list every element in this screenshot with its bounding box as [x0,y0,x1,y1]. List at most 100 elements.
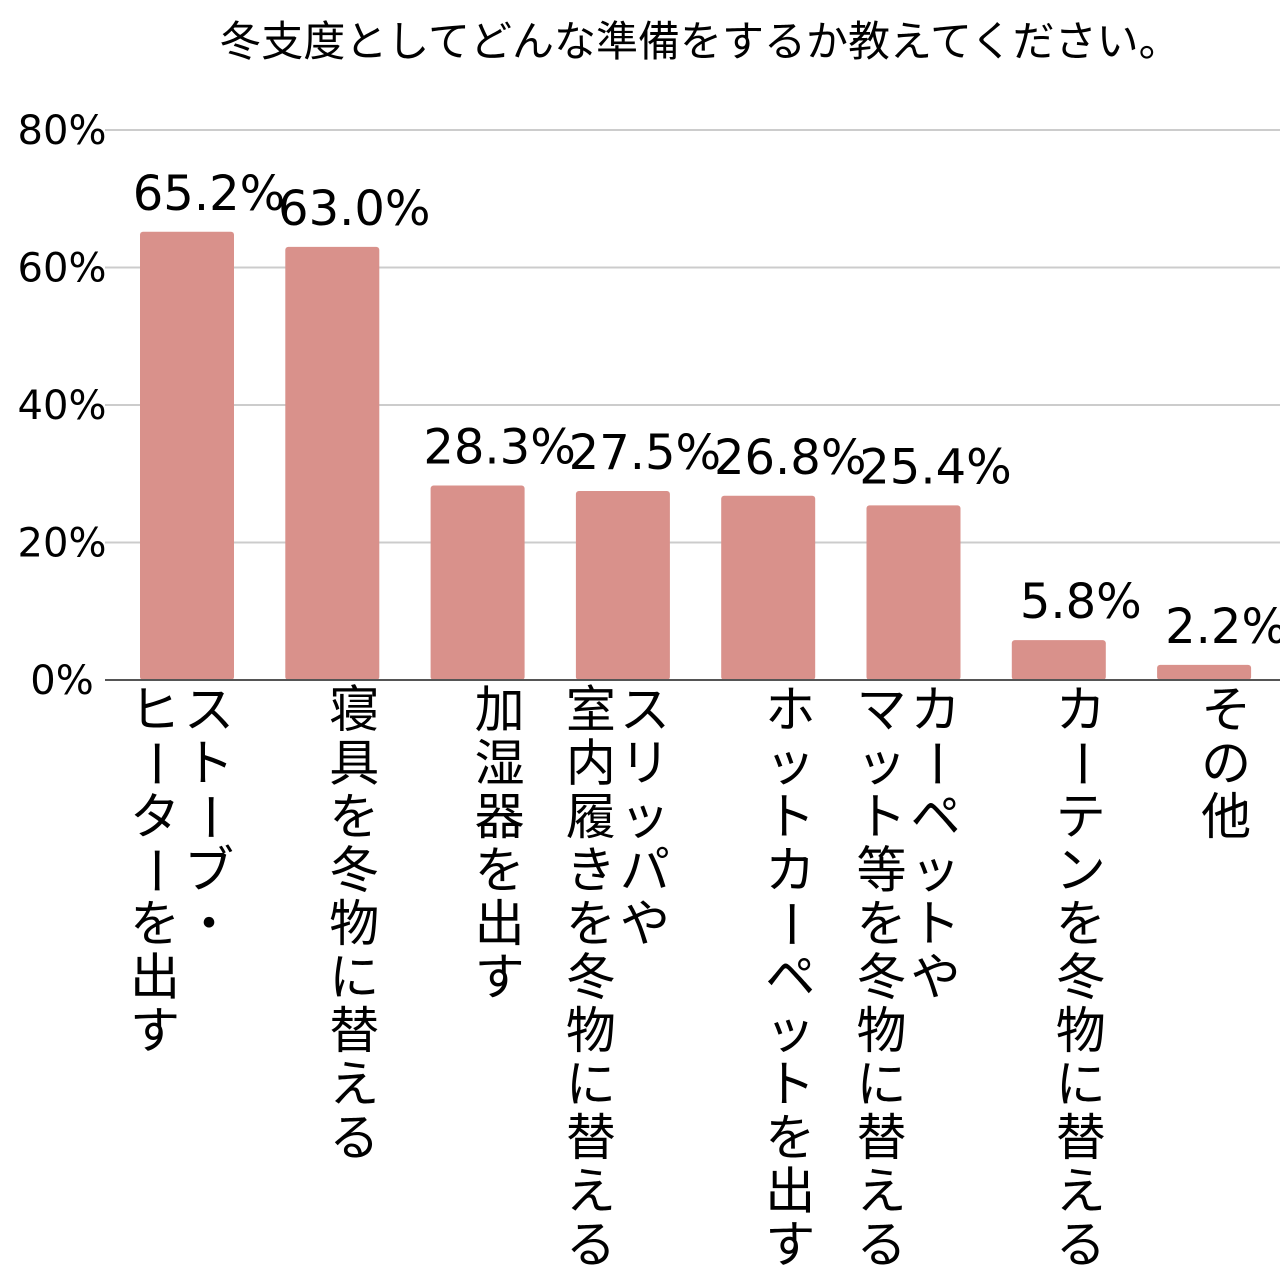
category-char: る [329,1109,379,1167]
category-char: ス [620,681,670,739]
category-char: 冬 [1056,949,1106,1007]
category-char: 履 [566,788,616,846]
category-char: る [566,1216,616,1274]
data-label: 27.5% [569,425,721,481]
category-char: 他 [1201,788,1251,846]
y-tick-label: 20% [18,521,107,567]
category-char: を [130,895,180,953]
category-char: カ [765,842,815,900]
category-char: 室 [566,681,616,739]
category-char: 冬 [329,842,379,900]
category-char: 冬 [857,949,907,1007]
category-char: ー [1052,739,1110,789]
category-char: に [1056,1056,1106,1114]
category-char: る [857,1216,907,1274]
category-char: マ [857,681,907,739]
category-char: 器 [475,788,525,846]
data-label: 65.2% [133,166,285,222]
category-char: 冬 [566,949,616,1007]
category-label: その他 [1201,681,1251,846]
bars [140,231,1252,680]
category-labels: ストーブ・ヒーターを出す寝具を冬物に替える加湿器を出すスリッパや室内履きを冬物に… [126,681,1251,1274]
category-char: ト [765,1056,815,1114]
category-char: る [1056,1216,1106,1274]
category-char: を [475,842,525,900]
category-char: 出 [475,895,525,953]
category-char: に [857,1056,907,1114]
category-char: き [566,842,616,900]
category-char: ー [180,792,238,842]
category-char: え [329,1056,379,1114]
category-char: す [765,1216,815,1274]
bar [285,246,380,680]
category-char: ン [1056,842,1106,900]
bar [721,495,816,680]
category-char: ト [765,788,815,846]
category-char: 湿 [475,735,525,793]
category-char: を [765,1109,815,1167]
category-char: 替 [566,1109,616,1167]
data-label: 25.4% [859,439,1011,495]
category-char: を [1056,895,1106,953]
y-tick-label: 40% [18,383,107,429]
category-char: す [475,949,525,1007]
category-char: 具 [329,735,379,793]
y-tick-label: 80% [18,108,107,154]
category-char: 物 [566,1002,616,1060]
category-char: ッ [765,1002,815,1060]
category-char: カ [911,681,961,739]
data-label: 28.3% [423,419,575,475]
category-char: を [857,895,907,953]
category-char: 加 [475,681,525,739]
category-char: ヒ [130,681,180,739]
bar [140,231,234,680]
category-char: に [566,1056,616,1114]
y-axis-ticks: 0% 20% 40% 60% 80% [18,108,107,704]
category-char: ッ [620,788,670,846]
chart-title: 冬支度としてどんな準備をするか教えてください。 [219,17,1180,66]
category-char: ー [907,739,965,789]
category-char: を [329,788,379,846]
category-char: ッ [765,735,815,793]
category-char: ト [184,735,234,793]
data-label: 26.8% [714,430,866,486]
category-char: ー [761,899,819,949]
category-char: カ [1056,681,1106,739]
category-char: テ [1056,788,1106,846]
category-char: ー [126,846,184,896]
category-char: 物 [857,1002,907,1060]
category-char: リ [620,735,670,793]
category-char: え [566,1163,616,1221]
data-label: 2.2% [1165,599,1280,655]
bar [1011,640,1106,680]
category-char: 等 [857,842,907,900]
category-char: 替 [1056,1109,1106,1167]
bar [1157,664,1252,680]
y-tick-label: 60% [18,246,107,292]
category-char: や [620,895,670,953]
category-char: 物 [329,895,379,953]
category-char: ブ [184,842,234,900]
category-char: ス [184,681,234,739]
category-char: 出 [130,949,180,1007]
category-char: を [566,895,616,953]
category-char: ト [857,788,907,846]
category-char: ・ [184,895,234,953]
y-tick-label: 0% [30,658,93,704]
category-char: ッ [911,842,961,900]
bar [430,485,525,680]
category-char: パ [620,842,670,900]
category-char: す [130,1002,180,1060]
category-char: ー [126,739,184,789]
category-char: 物 [1056,1002,1106,1060]
category-char: や [911,949,961,1007]
category-char: ッ [857,735,907,793]
